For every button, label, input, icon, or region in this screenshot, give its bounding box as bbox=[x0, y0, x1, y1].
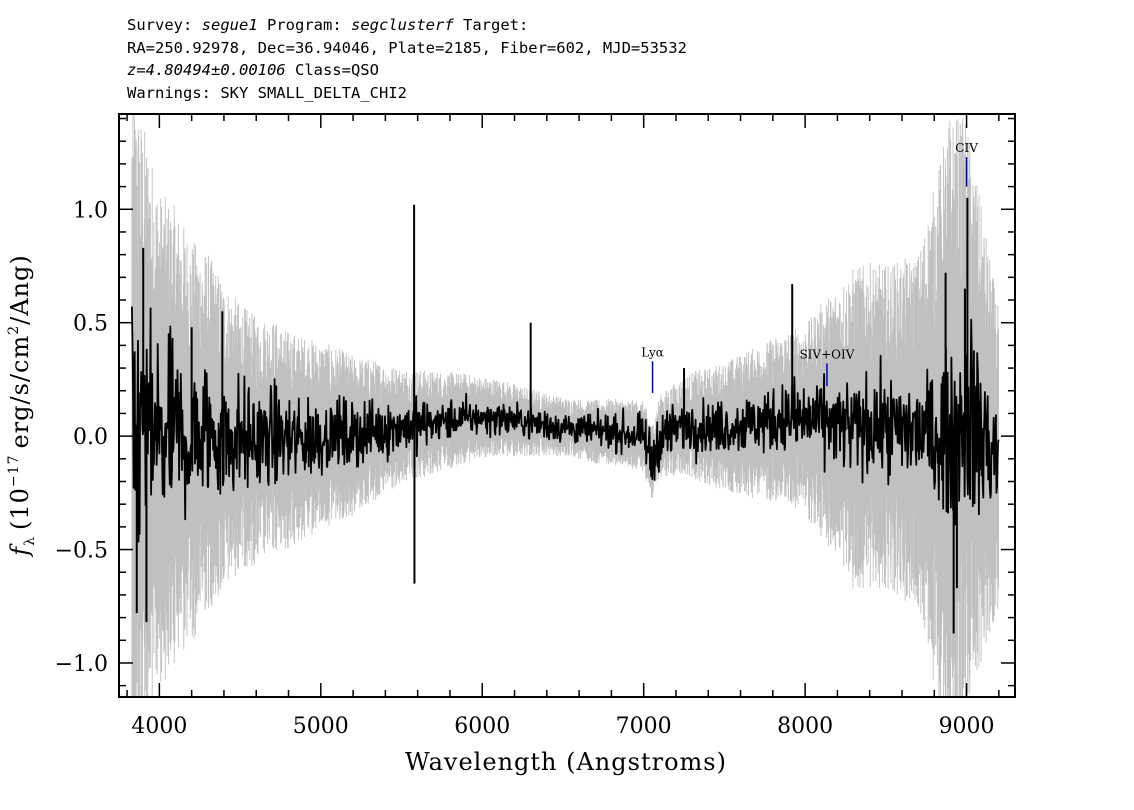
y-axis-title-exp: −17 bbox=[6, 455, 22, 488]
y-tick-label: −0.5 bbox=[55, 539, 108, 564]
header-line-4: Warnings: SKY SMALL_DELTA_CHI2 bbox=[127, 83, 407, 102]
axis-ticks: 4000 5000 6000 7000 8000 9000 1.0 0.5 0.0 −0.5 −1.… bbox=[55, 114, 1015, 739]
flux-series bbox=[131, 197, 1000, 634]
y-axis-title-f: f bbox=[6, 543, 34, 558]
survey-value: segue1 bbox=[201, 16, 258, 34]
y-tick-label: −1.0 bbox=[55, 652, 108, 677]
x-tick-label: 4000 bbox=[131, 714, 187, 739]
header-line-1: Survey: segue1 Program: segclusterf Targ… bbox=[127, 14, 687, 37]
target-label: Target: bbox=[463, 16, 529, 34]
program-value: segclusterf bbox=[351, 16, 454, 34]
y-axis-title-mid: erg/s/cm bbox=[6, 335, 34, 449]
y-axis-title-sq: 2 bbox=[6, 325, 22, 335]
emission-line-markers: Lyα SIV+OIV CIV bbox=[641, 141, 978, 394]
x-axis-title: Wavelength (Angstroms) bbox=[405, 748, 727, 776]
y-axis-title: fλ (10−17 erg/s/cm2/Ang) bbox=[6, 254, 38, 557]
x-tick-label: 7000 bbox=[616, 714, 672, 739]
error-noise bbox=[131, 115, 999, 696]
y-axis-title-lambda: λ bbox=[22, 536, 38, 546]
class-value: Class=QSO bbox=[294, 61, 379, 79]
y-axis-title-open: (10 bbox=[6, 487, 34, 530]
x-tick-label: 8000 bbox=[777, 714, 833, 739]
x-tick-label: 5000 bbox=[293, 714, 349, 739]
line-marker-label: CIV bbox=[955, 141, 978, 155]
flux-line bbox=[131, 306, 1000, 543]
redshift-value: z=4.80494±0.00106 bbox=[127, 61, 286, 79]
plot-frame bbox=[118, 113, 1016, 698]
survey-label: Survey: bbox=[127, 16, 193, 34]
y-tick-label: 0.5 bbox=[73, 312, 108, 337]
header-line-2: RA=250.92978, Dec=36.94046, Plate=2185, … bbox=[127, 38, 687, 57]
y-tick-label: 1.0 bbox=[73, 198, 108, 223]
error-envelope bbox=[131, 115, 999, 696]
line-marker-label: Lyα bbox=[641, 345, 664, 359]
program-label: Program: bbox=[267, 16, 342, 34]
x-tick-label: 6000 bbox=[454, 714, 510, 739]
x-tick-label: 9000 bbox=[939, 714, 995, 739]
spectrum-header: Survey: segue1 Program: segclusterf Targ… bbox=[127, 14, 687, 104]
line-marker-label: SIV+OIV bbox=[799, 348, 854, 362]
y-axis-title-close: /Ang) bbox=[6, 254, 34, 325]
y-tick-label: 0.0 bbox=[73, 425, 108, 450]
header-line-3: z=4.80494±0.00106 Class=QSO bbox=[127, 59, 687, 82]
